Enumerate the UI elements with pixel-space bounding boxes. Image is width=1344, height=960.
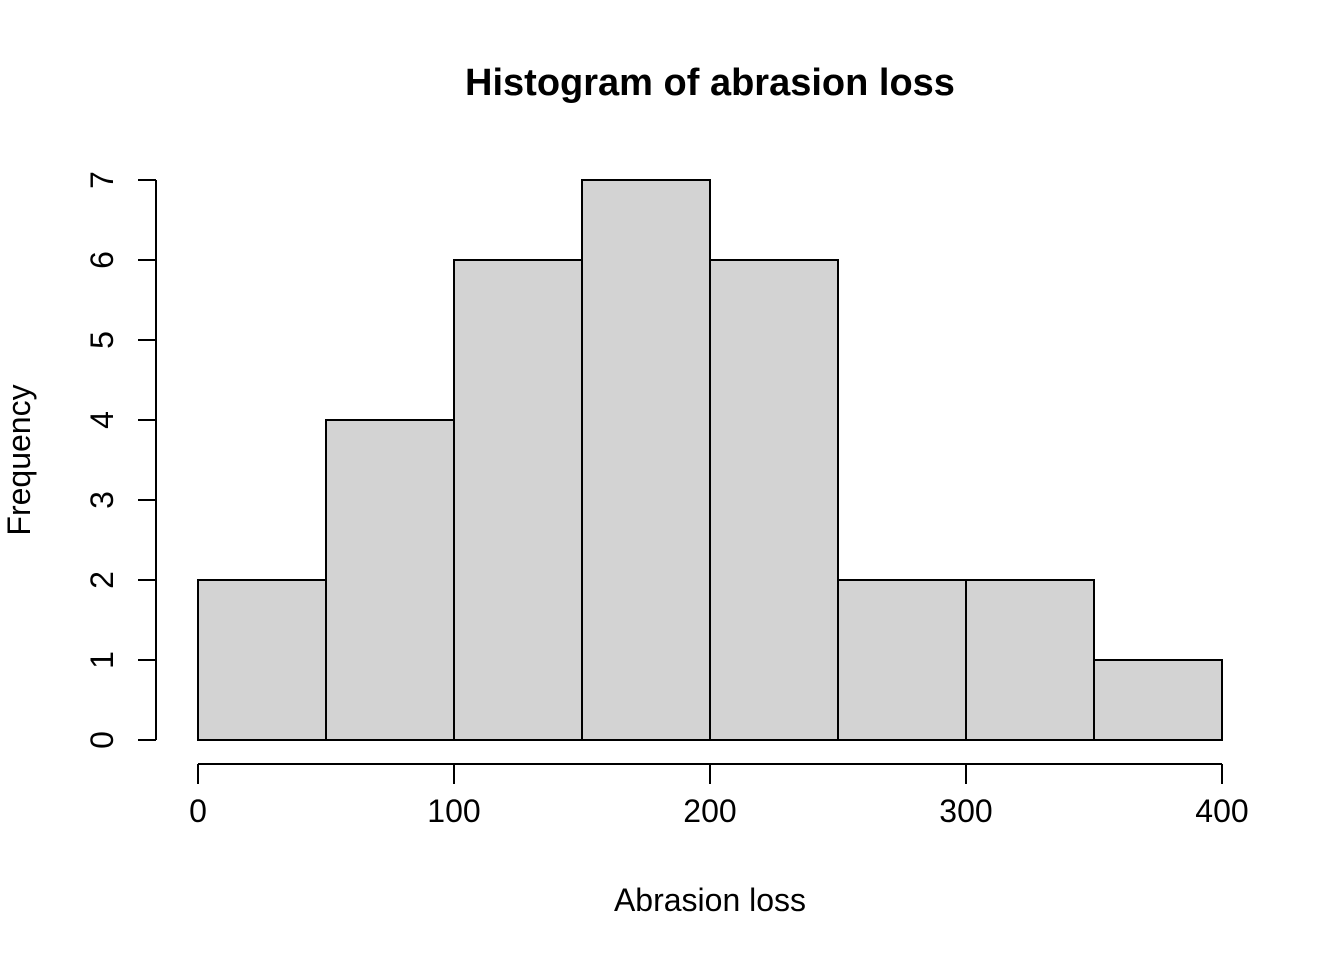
- x-tick-label: 200: [683, 793, 736, 829]
- histogram-bar: [581, 179, 711, 741]
- y-tick-label: 0: [84, 731, 120, 749]
- x-tick-label: 0: [189, 793, 207, 829]
- y-axis-title: Frequency: [1, 384, 37, 535]
- histogram-bar: [325, 419, 455, 741]
- x-tick-label: 100: [427, 793, 480, 829]
- histogram-bar: [1093, 659, 1223, 741]
- y-tick-label: 1: [84, 651, 120, 669]
- x-axis: 0 100 200 300 400: [189, 763, 1249, 829]
- histogram-bar: [965, 579, 1095, 741]
- y-tick-label: 5: [84, 331, 120, 349]
- histogram-bar: [197, 579, 327, 741]
- histogram-bar: [453, 259, 583, 741]
- histogram-bar: [709, 259, 839, 741]
- x-tick-label: 400: [1195, 793, 1248, 829]
- y-tick-label: 7: [84, 171, 120, 189]
- x-axis-title: Abrasion loss: [614, 882, 806, 918]
- chart-title: Histogram of abrasion loss: [465, 62, 955, 104]
- y-tick-label: 3: [84, 491, 120, 509]
- x-tick-label: 300: [939, 793, 992, 829]
- y-axis: 0 1 2 3 4 5 6 7: [84, 171, 157, 749]
- y-tick-label: 2: [84, 571, 120, 589]
- y-tick-label: 6: [84, 251, 120, 269]
- y-tick-label: 4: [84, 411, 120, 429]
- bars-group: [197, 179, 1223, 741]
- histogram-bar: [837, 579, 967, 741]
